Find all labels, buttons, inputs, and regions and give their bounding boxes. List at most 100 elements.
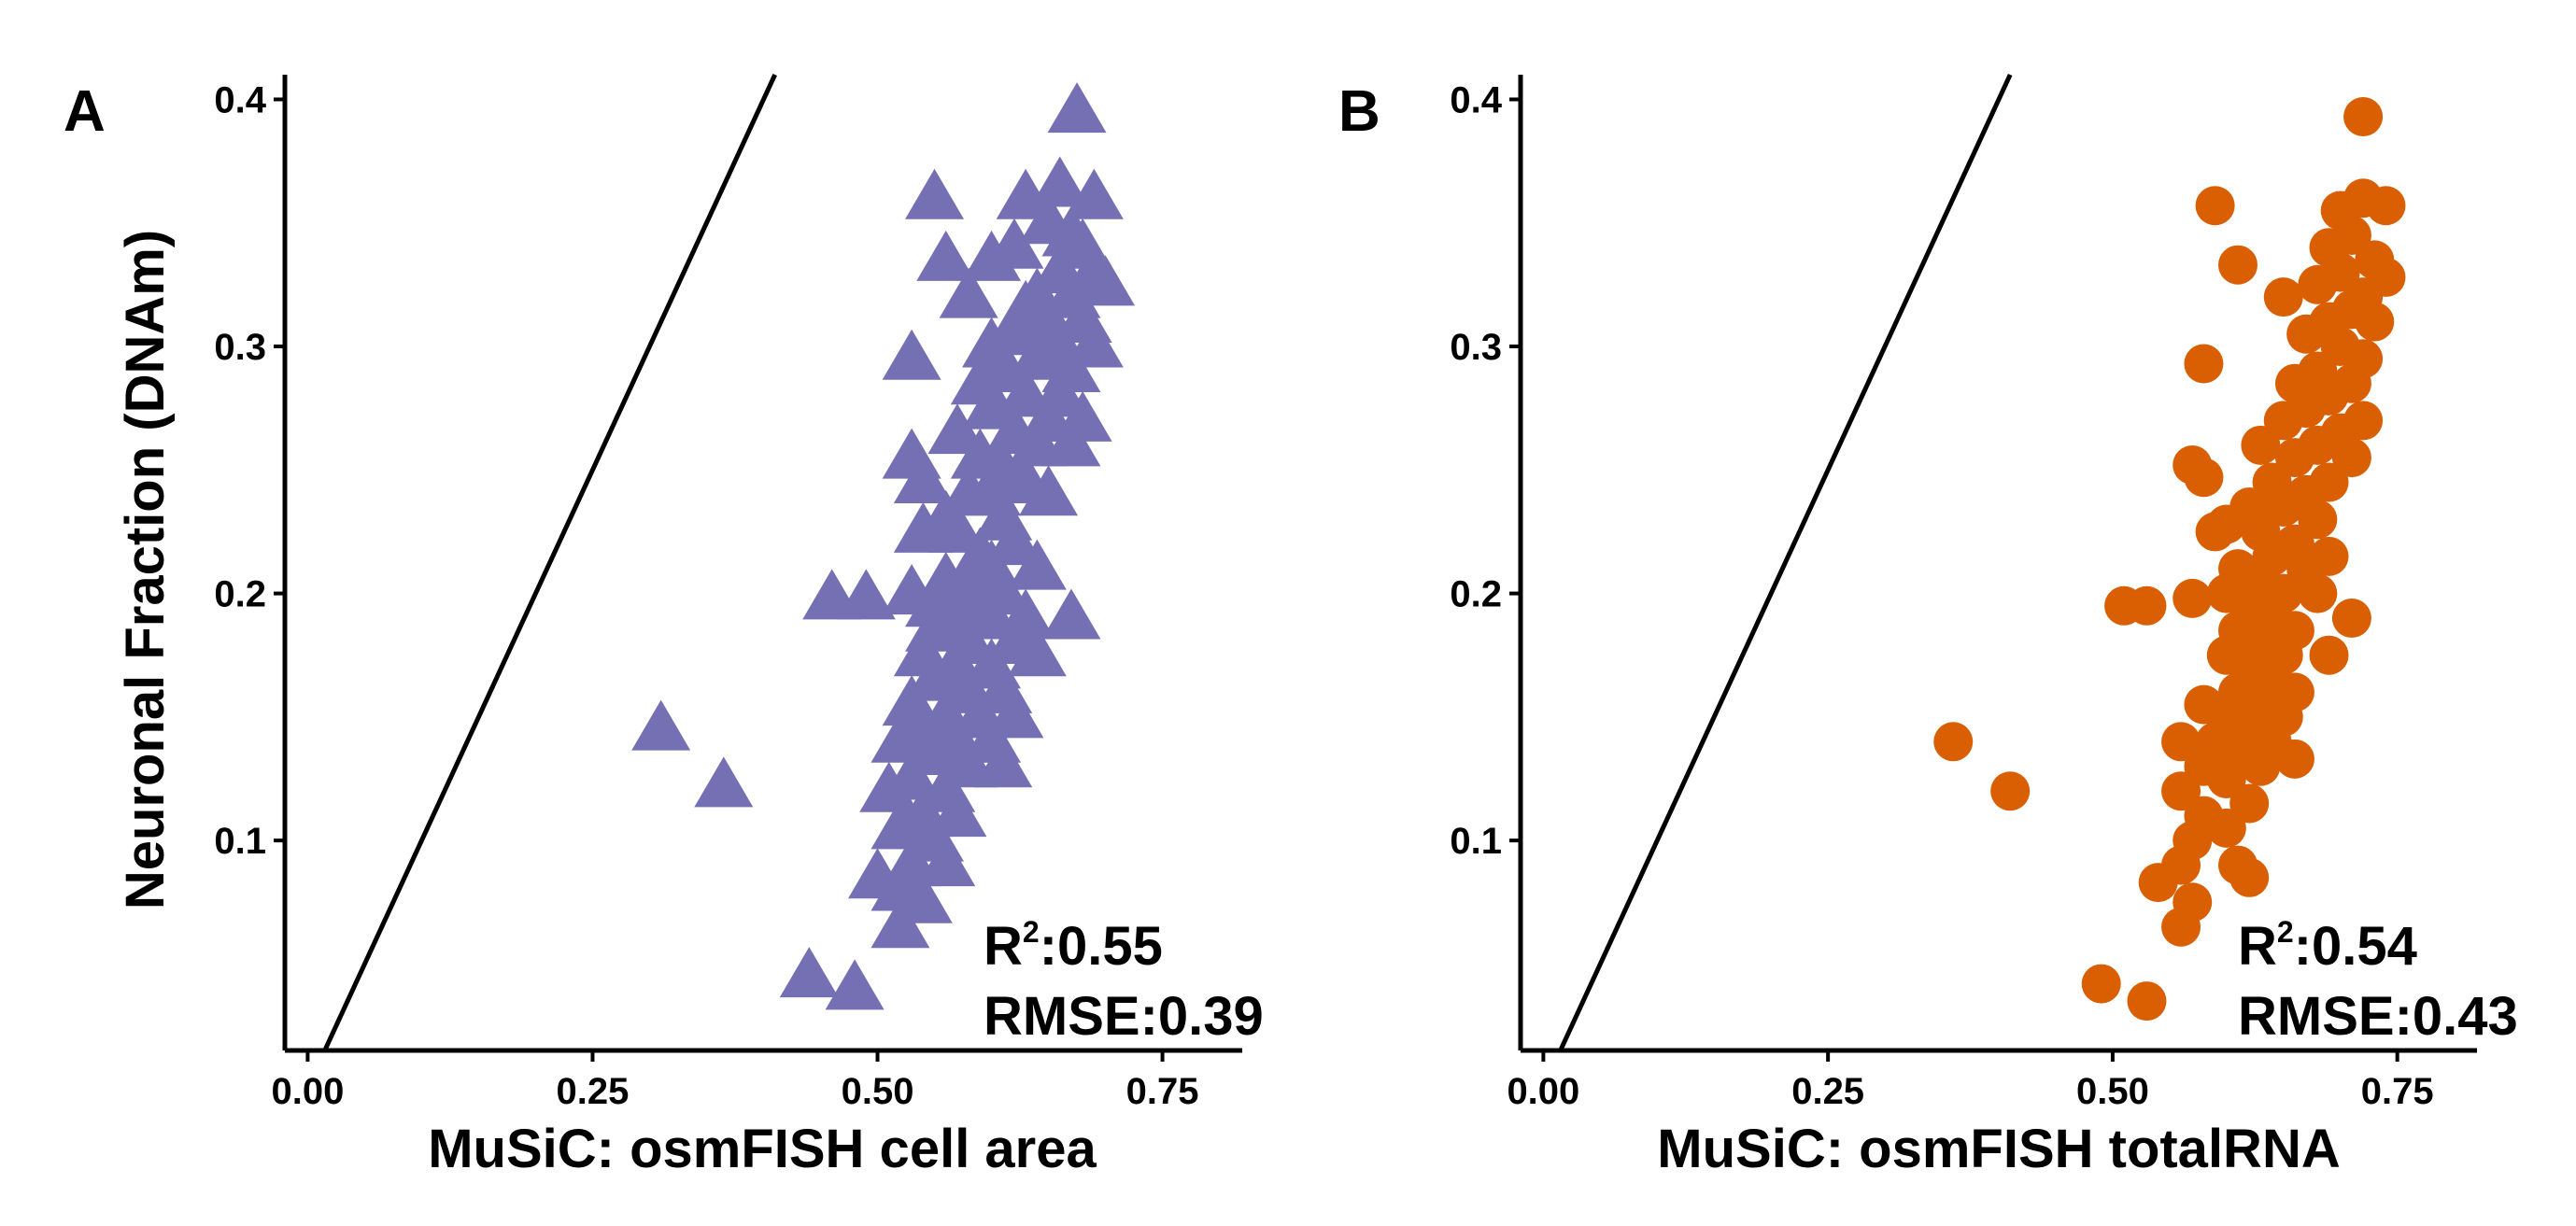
data-point xyxy=(2263,486,2303,527)
data-point xyxy=(2127,585,2167,626)
data-point xyxy=(2229,857,2270,897)
data-point xyxy=(2366,186,2406,226)
data-point xyxy=(2343,96,2384,136)
y-ticks-a: 0.1 0.2 0.3 0.4 xyxy=(214,79,285,862)
data-point xyxy=(905,168,965,219)
data-point xyxy=(1030,156,1090,207)
panel-label-b: B xyxy=(1338,79,1380,144)
x-tick-label: 0.50 xyxy=(2076,1071,2149,1112)
data-point xyxy=(1076,255,1136,306)
data-point xyxy=(2206,758,2246,798)
data-point xyxy=(1041,416,1101,467)
x-tick-label: 0.25 xyxy=(557,1071,630,1112)
r2-annotation-b: R2:0.54 xyxy=(2238,915,2417,977)
rmse-annotation-a: RMSE:0.39 xyxy=(984,986,1264,1047)
data-point xyxy=(2081,964,2121,1004)
data-point xyxy=(2218,245,2258,285)
data-point xyxy=(2229,783,2270,824)
x-tick-label: 0.50 xyxy=(842,1071,914,1112)
x-tick-label: 0.75 xyxy=(2361,1071,2434,1112)
data-point xyxy=(2195,512,2235,552)
r2-annotation-a: R2:0.55 xyxy=(984,915,1163,977)
data-point xyxy=(2127,981,2167,1022)
x-axis-title-a: MuSiC: osmFISH cell area xyxy=(428,1119,1097,1179)
data-point xyxy=(2206,808,2246,848)
data-point xyxy=(984,687,1044,739)
data-point xyxy=(1064,168,1124,219)
data-point xyxy=(927,403,987,455)
data-point xyxy=(2161,771,2201,811)
y-axis-title: Neuronal Fraction (DNAm) xyxy=(115,230,176,909)
data-point xyxy=(870,712,930,763)
data-point xyxy=(2355,302,2395,342)
y-tick-label: 0.2 xyxy=(214,574,266,615)
data-point xyxy=(893,453,953,504)
x-ticks-a: 0.00 0.25 0.50 0.75 xyxy=(271,1050,1199,1112)
data-point xyxy=(962,378,1022,430)
data-point xyxy=(2274,739,2314,779)
data-point xyxy=(2298,264,2338,304)
data-point xyxy=(779,947,839,998)
data-point xyxy=(2331,599,2371,639)
data-point xyxy=(1064,317,1124,368)
points-b xyxy=(1933,96,2406,1022)
x-tick-label: 0.25 xyxy=(1791,1071,1864,1112)
data-point xyxy=(825,959,885,1010)
data-point xyxy=(882,329,941,380)
data-point xyxy=(927,786,987,838)
data-point xyxy=(1933,722,1974,762)
data-point xyxy=(1047,82,1107,134)
data-point xyxy=(2286,314,2327,354)
data-point xyxy=(2241,746,2281,786)
data-point xyxy=(2263,277,2303,317)
y-ticks-b: 0.1 0.2 0.3 0.4 xyxy=(1450,79,1521,862)
panel-label-a: A xyxy=(64,79,106,144)
data-point xyxy=(2309,635,2349,675)
panel-a: A Neuronal Fraction (DNAm) 0.10.20.30.4 … xyxy=(64,73,1264,1179)
x-tick-label: 0.00 xyxy=(271,1071,344,1112)
y-tick-label: 0.3 xyxy=(214,327,266,368)
data-point xyxy=(836,569,896,620)
data-point xyxy=(984,218,1044,269)
data-point xyxy=(916,230,976,281)
data-point xyxy=(893,501,953,553)
identity-line-a xyxy=(322,73,777,1052)
data-point xyxy=(631,699,691,751)
data-point xyxy=(905,725,965,776)
data-point xyxy=(905,650,965,701)
data-point xyxy=(893,872,953,923)
data-point xyxy=(870,798,930,850)
data-point xyxy=(694,756,754,808)
data-point xyxy=(984,514,1044,566)
x-ticks-b: 0.00 0.25 0.50 0.75 xyxy=(1507,1050,2434,1112)
data-point xyxy=(2184,458,2224,498)
data-point xyxy=(2274,438,2314,478)
data-point xyxy=(1041,588,1101,640)
data-point xyxy=(2241,425,2281,465)
data-point xyxy=(939,267,998,318)
panel-b: B 0.1 0.2 0.3 0.4 0.00 0.25 0.50 0.75 MuSiC: o… xyxy=(1338,73,2518,1179)
x-tick-label: 0.75 xyxy=(1126,1071,1199,1112)
data-point xyxy=(973,737,1033,788)
data-point xyxy=(1007,539,1067,590)
data-point xyxy=(859,761,919,812)
data-point xyxy=(2263,401,2303,441)
data-point xyxy=(1007,626,1067,677)
data-point xyxy=(2138,863,2178,903)
data-point xyxy=(916,836,976,887)
y-tick-label: 0.4 xyxy=(214,79,266,120)
data-point xyxy=(1007,329,1067,380)
x-tick-label: 0.00 xyxy=(1507,1071,1579,1112)
y-tick-label: 0.1 xyxy=(1450,821,1502,862)
data-point xyxy=(1019,465,1079,516)
y-tick-label: 0.2 xyxy=(1450,574,1502,615)
identity-line-b xyxy=(1558,73,2013,1052)
data-point xyxy=(2184,344,2224,384)
data-point xyxy=(870,897,930,949)
data-point xyxy=(1990,771,2031,811)
points-a xyxy=(631,82,1136,1010)
data-point xyxy=(2161,722,2201,762)
data-point xyxy=(2161,907,2201,947)
data-point xyxy=(2331,438,2371,478)
